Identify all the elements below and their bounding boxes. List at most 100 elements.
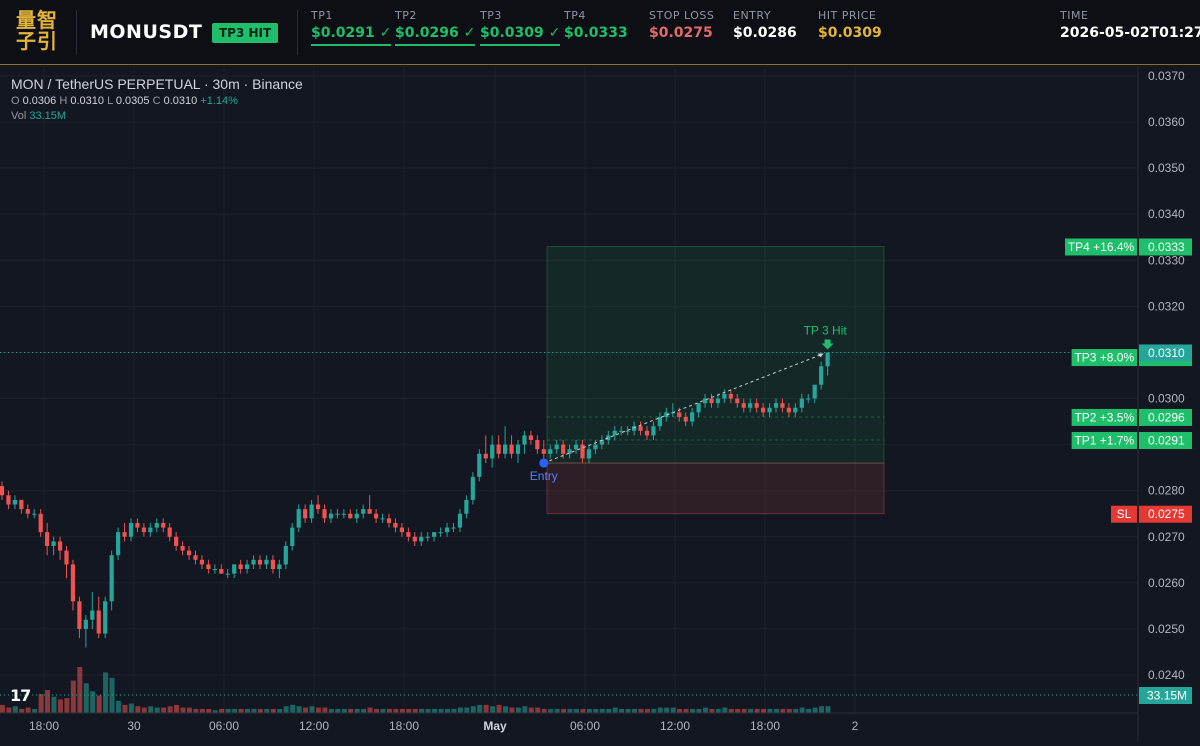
volume-bar: [174, 704, 180, 713]
candle-body: [251, 559, 256, 565]
candle-body: [386, 518, 392, 523]
candle-body: [38, 513, 43, 533]
volume-bar: [619, 708, 625, 713]
candle-body: [264, 559, 269, 565]
time-axis-tick: 06:00: [209, 719, 239, 733]
time-axis-tick: 18:00: [750, 719, 780, 733]
ohlc-high: 0.0310: [70, 95, 105, 107]
volume-tag-label: 33.15M: [1147, 689, 1187, 703]
volume-readout: Vol 33.15M: [11, 110, 66, 122]
candle-body: [270, 559, 275, 570]
volume-bar: [638, 708, 644, 713]
volume-bar: [444, 708, 450, 713]
volume-bar: [715, 708, 721, 713]
candle-body: [593, 444, 598, 450]
tradingview-logo[interactable]: 17: [10, 686, 31, 705]
level-price-label: 0.0275: [1148, 507, 1185, 521]
volume-bar: [12, 706, 18, 713]
candle-body: [361, 509, 366, 514]
candle-body: [109, 555, 114, 602]
level-name-tag: [1071, 349, 1137, 367]
time-axis-tick: 12:00: [299, 719, 329, 733]
candlestick-chart[interactable]: Entry TP 3 Hit 0.0370 0.0360 0.0350 0.0340 0.0…: [0, 66, 1200, 741]
candle-body: [767, 407, 772, 413]
candle-body: [341, 513, 346, 515]
candle-body: [380, 518, 385, 520]
volume-bar: [83, 683, 89, 713]
volume-bar: [116, 700, 121, 713]
volume-bar: [206, 708, 212, 713]
chart-area[interactable]: Entry TP 3 Hit 0.0370 0.0360 0.0350 0.0340 0.0…: [0, 66, 1200, 741]
stat-value: $0.0309 ✓: [480, 25, 561, 46]
volume-tag: [1139, 687, 1192, 704]
volume-bar: [374, 708, 379, 713]
candle-body: [283, 545, 288, 565]
stat-label: HIT PRICE: [818, 9, 877, 22]
candle-body: [793, 407, 798, 413]
stat-value: $0.0296 ✓: [395, 25, 476, 46]
candle-body: [348, 513, 353, 519]
candle-body: [444, 527, 450, 533]
volume-bar: [503, 706, 508, 713]
stat-label: TP3: [480, 9, 502, 22]
volume-bar: [193, 708, 199, 713]
ohlc-close: 0.0310: [163, 95, 198, 107]
level-price-tag: [1139, 505, 1192, 523]
candle-body: [638, 426, 643, 431]
candle-body: [548, 449, 553, 454]
time-axis-tick: 18:00: [29, 719, 59, 733]
candle-body: [335, 513, 340, 515]
candle-body: [748, 403, 753, 408]
price-axis-tick: 0.0260: [1148, 576, 1185, 590]
stat-tp2: TP2 $0.0296 ✓: [395, 9, 476, 46]
volume-bar: [141, 707, 147, 713]
candle-body: [780, 403, 785, 408]
volume-bar: [625, 708, 631, 713]
candle-body: [206, 564, 211, 570]
volume-bar: [406, 708, 412, 713]
volume-bar: [599, 708, 605, 713]
candle-body: [174, 536, 179, 546]
candle-body: [754, 403, 759, 408]
volume-bar: [90, 691, 96, 713]
candle-body: [193, 555, 198, 560]
price-axis-tick: 0.0370: [1148, 69, 1185, 83]
volume-bar: [45, 690, 51, 713]
volume-bar: [148, 706, 154, 713]
candle-body: [612, 430, 617, 436]
volume-bar: [573, 708, 579, 713]
volume-bar: [122, 704, 128, 713]
candle-body: [586, 449, 592, 459]
volume-bar: [554, 708, 560, 713]
time-label: TIME: [1060, 9, 1089, 22]
volume-bar: [322, 707, 328, 713]
volume-bar: [644, 708, 650, 713]
candle-body: [715, 398, 721, 404]
stat-tp1: TP1 $0.0291 ✓: [311, 9, 392, 46]
volume-bar: [270, 708, 276, 713]
candle-body: [477, 453, 482, 477]
candle-body: [296, 509, 301, 528]
stat-value: $0.0333: [564, 25, 628, 41]
time-value: 2026-05-02T01:27: [1060, 25, 1200, 41]
volume-bar: [593, 708, 599, 713]
time-axis-tick: 30: [127, 719, 141, 733]
profit-zone: [546, 246, 885, 464]
volume-bar: [522, 706, 528, 713]
volume-bar: [348, 708, 354, 713]
candle-body: [186, 550, 192, 556]
volume-bar: [315, 707, 321, 713]
candle-body: [180, 545, 185, 551]
candle-body: [135, 522, 140, 528]
volume-label: Vol: [11, 110, 27, 122]
price-axis-tick: 0.0250: [1148, 622, 1185, 636]
candle-body: [619, 430, 624, 432]
candle-body: [96, 610, 101, 634]
volume-bar: [399, 708, 405, 713]
volume-bar: [612, 707, 618, 713]
price-axis-tick: 0.0270: [1148, 530, 1185, 544]
stat-stop-loss: STOP LOSS $0.0275: [649, 9, 714, 41]
candle-body: [51, 541, 56, 546]
candle-body: [819, 366, 824, 385]
stat-label: TP4: [564, 9, 586, 22]
